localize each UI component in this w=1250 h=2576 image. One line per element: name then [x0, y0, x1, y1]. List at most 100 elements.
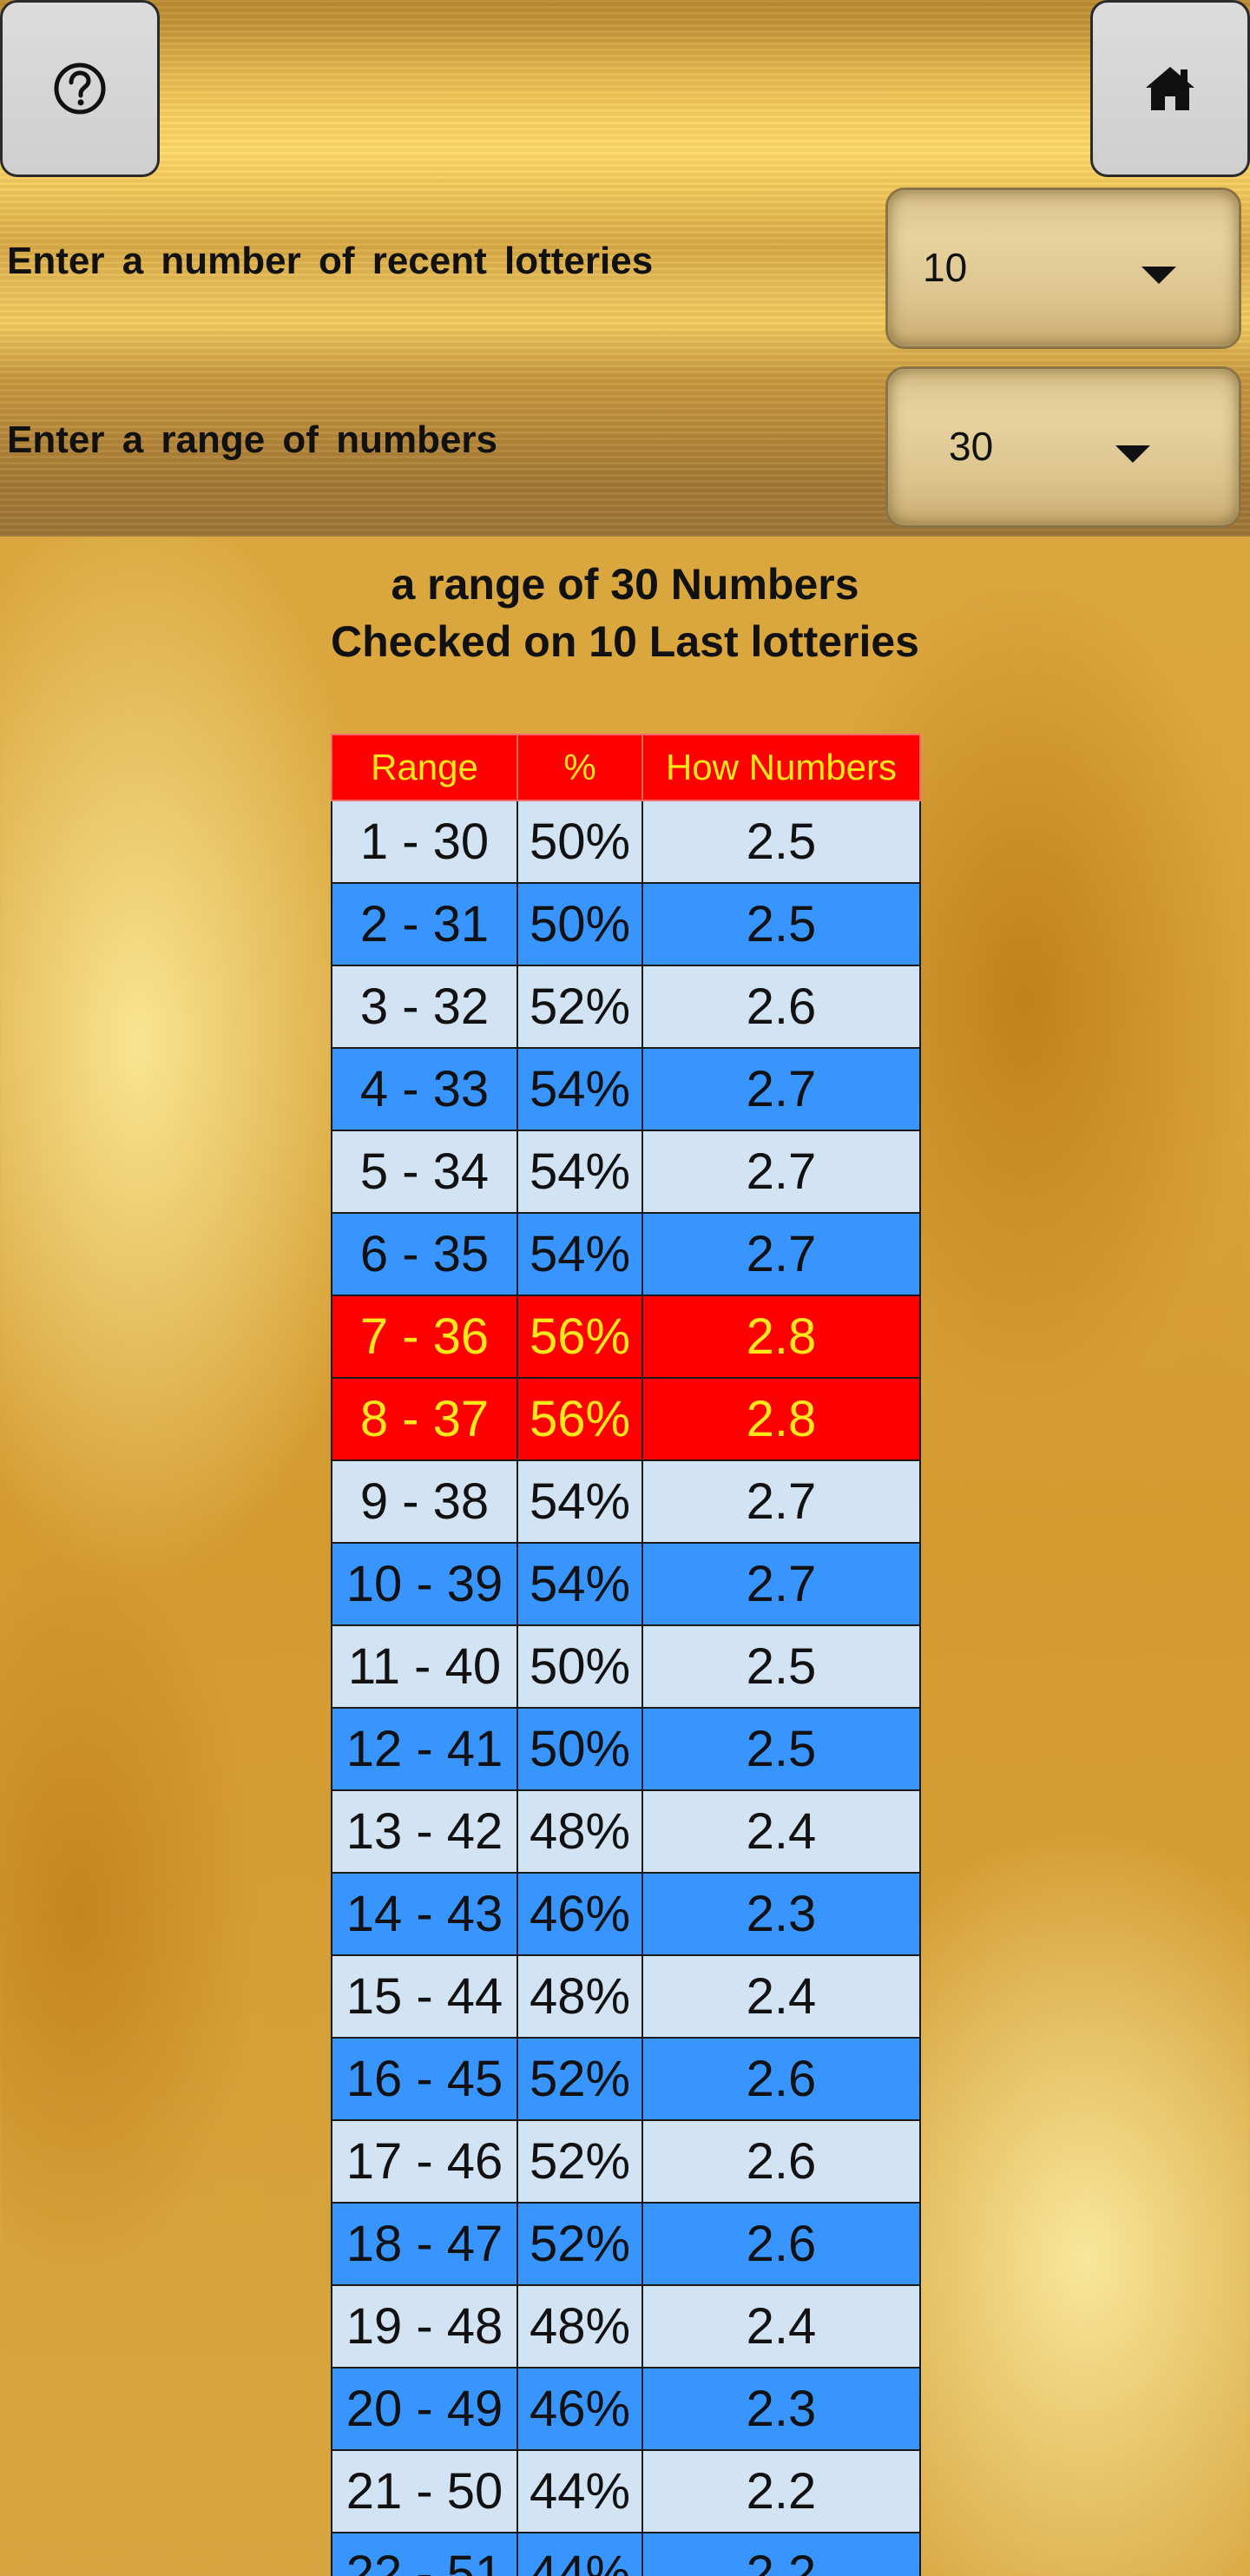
cell-range: 1 - 30: [331, 800, 518, 884]
cell-how-numbers: 2.5: [641, 1624, 921, 1709]
cell-percent: 50%: [516, 800, 643, 884]
cell-how-numbers: 2.8: [641, 1295, 921, 1379]
table-row: 12 - 41 50% 2.5: [331, 1707, 921, 1791]
cell-percent: 54%: [516, 1130, 643, 1214]
cell-how-numbers: 2.3: [641, 2367, 921, 2451]
table-row: 18 - 47 52% 2.6: [331, 2202, 921, 2286]
summary-line-2: Checked on 10 Last lotteries: [330, 617, 919, 666]
table-row: 22 - 51 44% 2.2: [331, 2532, 921, 2576]
cell-range: 14 - 43: [331, 1872, 518, 1956]
caret-down-icon: [1141, 267, 1176, 284]
recent-lotteries-value: 10: [923, 245, 968, 290]
table-row: 21 - 50 44% 2.2: [331, 2449, 921, 2533]
cell-percent: 46%: [516, 1872, 643, 1956]
cell-how-numbers: 2.7: [641, 1130, 921, 1214]
range-statistics-table: Range % How Numbers 1 - 30 50% 2.5 2 - 31 50…: [331, 734, 921, 2576]
cell-range: 5 - 34: [331, 1130, 518, 1214]
cell-percent: 48%: [516, 2284, 643, 2368]
table-row: 4 - 33 54% 2.7: [331, 1047, 921, 1131]
recent-lotteries-dropdown[interactable]: 10: [885, 188, 1241, 349]
cell-how-numbers: 2.6: [641, 2037, 921, 2121]
cell-range: 4 - 33: [331, 1047, 518, 1131]
table-row: 5 - 34 54% 2.7: [331, 1130, 921, 1214]
table-row: 20 - 49 46% 2.3: [331, 2367, 921, 2451]
cell-percent: 44%: [516, 2449, 643, 2533]
cell-how-numbers: 2.6: [641, 2202, 921, 2286]
cell-how-numbers: 2.6: [641, 965, 921, 1049]
cell-range: 11 - 40: [331, 1624, 518, 1709]
table-row: 9 - 38 54% 2.7: [331, 1459, 921, 1544]
cell-how-numbers: 2.4: [641, 1954, 921, 2039]
cell-how-numbers: 2.8: [641, 1377, 921, 1461]
cell-percent: 50%: [516, 1707, 643, 1791]
cell-how-numbers: 2.7: [641, 1212, 921, 1296]
cell-range: 19 - 48: [331, 2284, 518, 2368]
table-row: 3 - 32 52% 2.6: [331, 965, 921, 1049]
table-row: 7 - 36 56% 2.8: [331, 1295, 921, 1379]
summary-line-1: a range of 30 Numbers: [391, 560, 859, 609]
cell-percent: 54%: [516, 1542, 643, 1626]
cell-percent: 48%: [516, 1789, 643, 1874]
cell-how-numbers: 2.7: [641, 1047, 921, 1131]
range-dropdown[interactable]: 30: [885, 366, 1241, 528]
cell-range: 8 - 37: [331, 1377, 518, 1461]
cell-percent: 56%: [516, 1295, 643, 1379]
cell-how-numbers: 2.4: [641, 2284, 921, 2368]
cell-how-numbers: 2.2: [641, 2449, 921, 2533]
cell-range: 13 - 42: [331, 1789, 518, 1874]
table-row: 8 - 37 56% 2.8: [331, 1377, 921, 1461]
cell-range: 21 - 50: [331, 2449, 518, 2533]
cell-range: 9 - 38: [331, 1459, 518, 1544]
cell-range: 18 - 47: [331, 2202, 518, 2286]
summary-title: a range of 30 Numbers Checked on 10 Last…: [0, 556, 1250, 670]
home-icon: [1146, 67, 1194, 110]
table-row: 11 - 40 50% 2.5: [331, 1624, 921, 1709]
cell-percent: 54%: [516, 1459, 643, 1544]
range-value: 30: [949, 424, 994, 469]
cell-how-numbers: 2.4: [641, 1789, 921, 1874]
cell-how-numbers: 2.6: [641, 2119, 921, 2204]
cell-range: 10 - 39: [331, 1542, 518, 1626]
table-row: 6 - 35 54% 2.7: [331, 1212, 921, 1296]
cell-range: 6 - 35: [331, 1212, 518, 1296]
range-label: Enter a range of numbers: [7, 418, 498, 461]
column-header-how-numbers: How Numbers: [641, 734, 921, 801]
cell-how-numbers: 2.7: [641, 1542, 921, 1626]
cell-how-numbers: 2.7: [641, 1459, 921, 1544]
table-row: 1 - 30 50% 2.5: [331, 800, 921, 884]
cell-range: 2 - 31: [331, 882, 518, 966]
cell-percent: 52%: [516, 2037, 643, 2121]
table-row: 15 - 44 48% 2.4: [331, 1954, 921, 2039]
column-header-range: Range: [331, 734, 518, 801]
cell-how-numbers: 2.5: [641, 882, 921, 966]
recent-lotteries-label: Enter a number of recent lotteries: [7, 240, 654, 282]
home-button[interactable]: [1090, 0, 1250, 177]
cell-how-numbers: 2.2: [641, 2532, 921, 2576]
cell-how-numbers: 2.3: [641, 1872, 921, 1956]
caret-down-icon: [1115, 445, 1150, 463]
cell-range: 20 - 49: [331, 2367, 518, 2451]
cell-percent: 46%: [516, 2367, 643, 2451]
cell-percent: 44%: [516, 2532, 643, 2576]
cell-range: 3 - 32: [331, 965, 518, 1049]
cell-percent: 52%: [516, 2119, 643, 2204]
column-header-percent: %: [516, 734, 643, 801]
cell-range: 22 - 51: [331, 2532, 518, 2576]
cell-range: 17 - 46: [331, 2119, 518, 2204]
table-row: 10 - 39 54% 2.7: [331, 1542, 921, 1626]
cell-range: 7 - 36: [331, 1295, 518, 1379]
table-row: 2 - 31 50% 2.5: [331, 882, 921, 966]
cell-how-numbers: 2.5: [641, 800, 921, 884]
cell-range: 12 - 41: [331, 1707, 518, 1791]
table-row: 19 - 48 48% 2.4: [331, 2284, 921, 2368]
cell-percent: 54%: [516, 1212, 643, 1296]
cell-percent: 50%: [516, 1624, 643, 1709]
cell-percent: 50%: [516, 882, 643, 966]
cell-how-numbers: 2.5: [641, 1707, 921, 1791]
cell-percent: 52%: [516, 965, 643, 1049]
help-circle-icon: [54, 63, 106, 115]
table-header-row: Range % How Numbers: [331, 734, 921, 801]
cell-percent: 52%: [516, 2202, 643, 2286]
cell-percent: 54%: [516, 1047, 643, 1131]
help-button[interactable]: [0, 0, 160, 177]
